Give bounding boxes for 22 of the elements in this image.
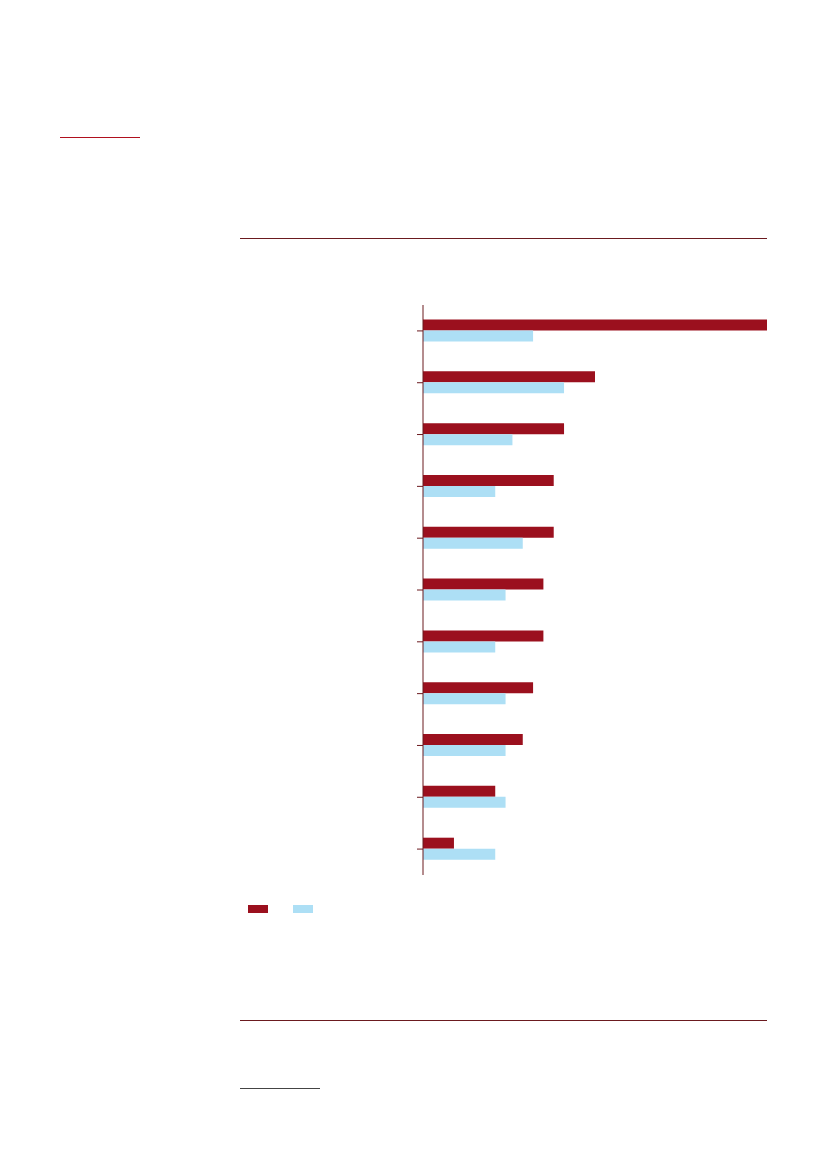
bar <box>423 693 506 705</box>
bar <box>423 796 506 808</box>
bar <box>423 578 544 590</box>
bar <box>423 641 496 653</box>
bar <box>423 330 534 342</box>
bar <box>423 474 554 486</box>
bar <box>423 371 595 383</box>
bar <box>423 382 565 394</box>
bar <box>423 485 496 497</box>
bar <box>423 837 454 849</box>
bar <box>423 423 565 435</box>
bar <box>423 526 554 538</box>
bar <box>423 848 496 860</box>
bar <box>423 745 506 757</box>
bar <box>423 785 496 797</box>
bar <box>423 630 544 642</box>
bar <box>423 682 534 694</box>
bar <box>423 319 767 331</box>
bar <box>423 537 523 549</box>
bar <box>423 734 523 746</box>
bar <box>423 434 513 446</box>
bar <box>423 589 506 601</box>
